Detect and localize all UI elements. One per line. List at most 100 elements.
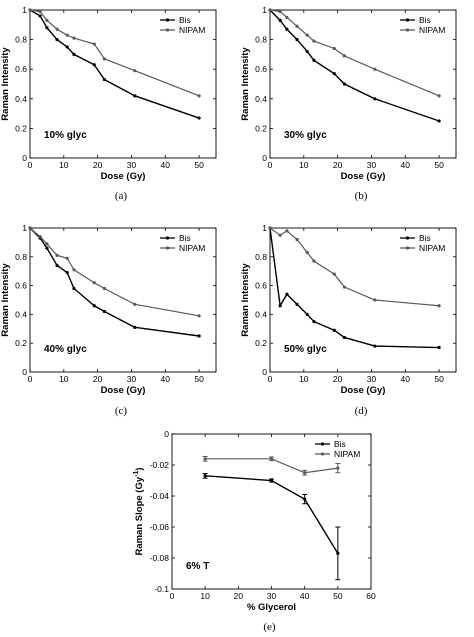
chart-panel-3: 0 10 20 30 40 50 0 0.2 0.4 0.6 0.8 1 Dose (Gy) Raman … (0, 223, 217, 417)
series-line (269, 227, 440, 307)
y-tick-label: 0.6 (15, 64, 27, 74)
data-point (92, 281, 96, 285)
panel-annotation: 50% glyc (284, 344, 327, 355)
series-line (29, 227, 200, 317)
x-tick-label: 60 (366, 591, 376, 601)
data-point (133, 325, 137, 329)
y-axis-label-text: Raman Intensity (240, 47, 251, 121)
legend-marker (165, 236, 170, 240)
y-tick-label: -0.02 (150, 460, 170, 470)
data-point (336, 466, 340, 470)
data-point (65, 45, 69, 49)
legend-entry: Bis (334, 439, 346, 449)
data-point (197, 334, 201, 338)
x-tick-label: 0 (170, 591, 175, 601)
data-point (102, 309, 106, 314)
data-point (332, 72, 336, 76)
legend-entry: NIPAM (419, 25, 445, 35)
y-tick-label: 0 (262, 153, 267, 163)
plot-frame (29, 9, 217, 159)
chart-panel-4: 0 10 20 30 40 50 0 0.2 0.4 0.6 0.8 1 Dose (Gy) Raman … (240, 223, 457, 417)
data-point (203, 457, 207, 461)
y-tick-label: 0 (22, 367, 27, 377)
legend-box (313, 437, 369, 461)
series-line (29, 9, 200, 97)
x-tick-label: 50 (194, 160, 204, 170)
data-point (305, 33, 309, 37)
plot-frame (29, 227, 217, 373)
x-tick-label: 10 (59, 374, 69, 384)
data-point (92, 63, 96, 67)
series-nipam (28, 226, 201, 318)
data-point (285, 229, 289, 233)
data-point (332, 46, 336, 51)
data-point (295, 38, 299, 42)
x-tick-label: 20 (333, 374, 343, 384)
y-tick-label: 0.6 (15, 281, 27, 291)
y-tick-label: 0 (164, 429, 169, 439)
y-axis-label-text: Raman Slope (Gy (134, 476, 145, 555)
data-point (92, 304, 96, 308)
x-tick-label: 40 (401, 160, 411, 170)
data-point (305, 312, 309, 316)
panel-caption: (e) (263, 621, 276, 633)
legend-marker (165, 246, 170, 250)
data-point (373, 97, 377, 101)
y-tick-label: 0.8 (255, 252, 267, 262)
x-tick-label: 0 (28, 160, 33, 170)
data-point (278, 9, 282, 14)
data-point (55, 253, 59, 257)
y-axis-label-close: ) (134, 467, 145, 470)
data-point (305, 49, 309, 54)
y-tick-label: -0.06 (150, 522, 170, 532)
data-point (285, 292, 289, 296)
x-tick-label: 20 (93, 160, 103, 170)
series-line (29, 9, 200, 119)
panel-annotation: 10% glyc (44, 130, 87, 141)
legend-entry: NIPAM (419, 243, 445, 253)
data-point (28, 8, 32, 12)
data-point (437, 304, 441, 308)
series-line (29, 227, 200, 337)
legend-box (398, 231, 454, 255)
panel-caption: (a) (115, 190, 128, 202)
y-axis-label-text: Raman Intensity (240, 263, 251, 337)
data-point (38, 235, 42, 239)
data-point (45, 246, 49, 250)
x-tick-label: 20 (333, 160, 343, 170)
series-bis (28, 8, 201, 120)
x-tick-label: 10 (59, 160, 69, 170)
data-point (102, 77, 106, 82)
data-point (303, 497, 307, 501)
data-point (197, 94, 201, 98)
y-tick-label: 1 (22, 5, 27, 15)
x-tick-label: 20 (234, 591, 244, 601)
data-point (305, 250, 309, 255)
panel-caption: (d) (355, 405, 368, 417)
data-point (312, 39, 316, 43)
y-tick-label: 0.2 (15, 338, 27, 348)
x-tick-label: 0 (268, 374, 273, 384)
data-point (38, 14, 42, 18)
y-tick-label: 0.4 (15, 309, 27, 319)
data-point (197, 314, 201, 318)
y-tick-label: 0.6 (255, 64, 267, 74)
legend-marker (165, 28, 170, 32)
data-point (45, 26, 49, 30)
y-axis-label: Raman Slope (Gy-1) (133, 467, 145, 555)
data-point (342, 54, 346, 58)
data-point (285, 15, 289, 19)
y-tick-label: -0.1 (154, 584, 169, 594)
data-point (72, 52, 76, 57)
legend-marker (320, 452, 325, 456)
data-point (133, 94, 137, 98)
data-point (45, 242, 49, 246)
data-point (268, 226, 272, 230)
data-point (278, 18, 282, 22)
data-point (312, 58, 316, 62)
data-point (92, 42, 96, 46)
